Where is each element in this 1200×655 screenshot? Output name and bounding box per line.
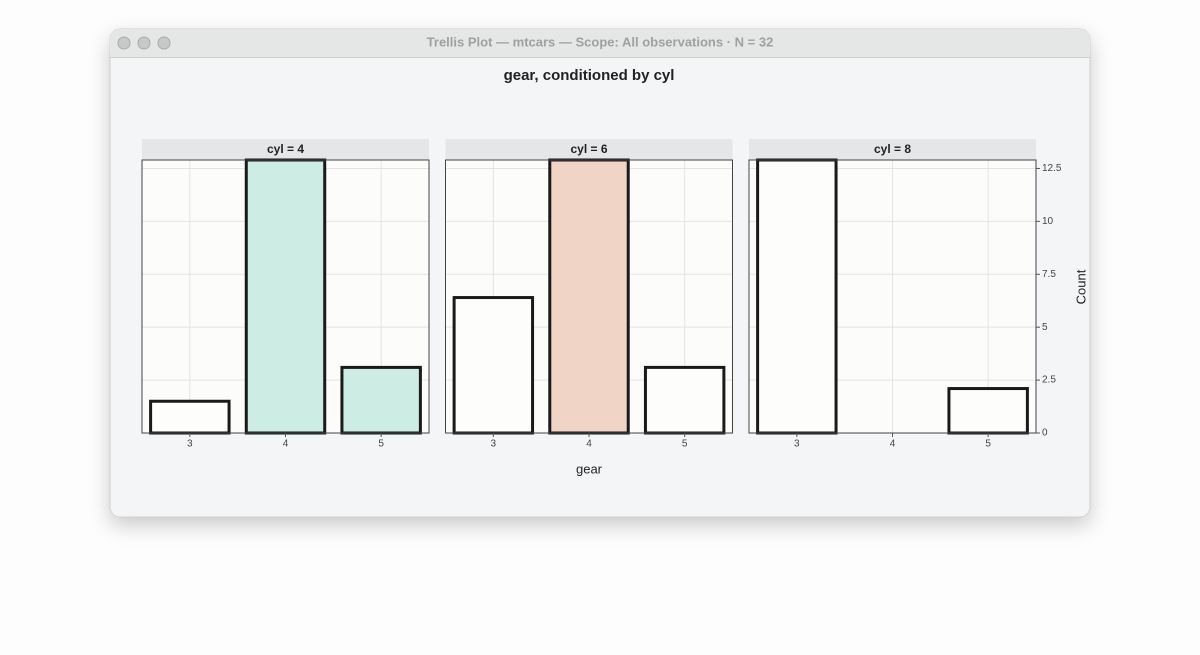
x-tick-label: 4 xyxy=(283,439,289,450)
bar xyxy=(643,365,726,435)
strip xyxy=(749,139,1036,160)
strip-label: cyl = 8 xyxy=(874,142,911,156)
y-axis-label: Count xyxy=(1073,269,1088,304)
panel-frame xyxy=(445,159,733,434)
bar xyxy=(149,399,231,435)
bar xyxy=(244,158,327,435)
bar xyxy=(548,158,630,435)
chart-title: gear, conditioned by cyl xyxy=(504,67,675,84)
minimize-button[interactable] xyxy=(137,36,151,50)
window-title: Trellis Plot — mtcars — Scope: All obser… xyxy=(427,34,774,49)
zoom-button[interactable] xyxy=(157,36,171,50)
y-tick-label: 12.5 xyxy=(1042,163,1062,174)
y-tick-label: 5 xyxy=(1042,322,1048,333)
x-tick-label: 5 xyxy=(378,439,384,450)
strip xyxy=(445,139,733,160)
bar xyxy=(452,296,535,435)
panel-frame xyxy=(748,159,1037,434)
x-tick-label: 5 xyxy=(682,439,688,450)
x-tick-label: 4 xyxy=(586,439,592,450)
y-tick-label: 10 xyxy=(1042,216,1054,227)
x-tick-label: 5 xyxy=(985,439,991,450)
y-tick-label: 7.5 xyxy=(1042,269,1056,280)
strip-label: cyl = 4 xyxy=(267,142,304,156)
bar xyxy=(756,158,838,435)
x-tick-label: 3 xyxy=(491,439,497,450)
x-tick-label: 3 xyxy=(794,439,800,450)
x-tick-label: 3 xyxy=(187,439,193,450)
bar xyxy=(340,365,422,435)
bar xyxy=(947,387,1029,435)
panel-frame xyxy=(141,159,430,434)
title-bar xyxy=(110,29,1090,57)
x-axis-label: gear xyxy=(576,461,603,476)
close-button[interactable] xyxy=(117,36,131,50)
strip xyxy=(142,139,429,160)
x-tick-label: 4 xyxy=(890,439,896,450)
y-tick-label: 2.5 xyxy=(1042,375,1056,386)
strip-label: cyl = 6 xyxy=(570,142,607,156)
y-tick-label: 0 xyxy=(1042,428,1048,439)
